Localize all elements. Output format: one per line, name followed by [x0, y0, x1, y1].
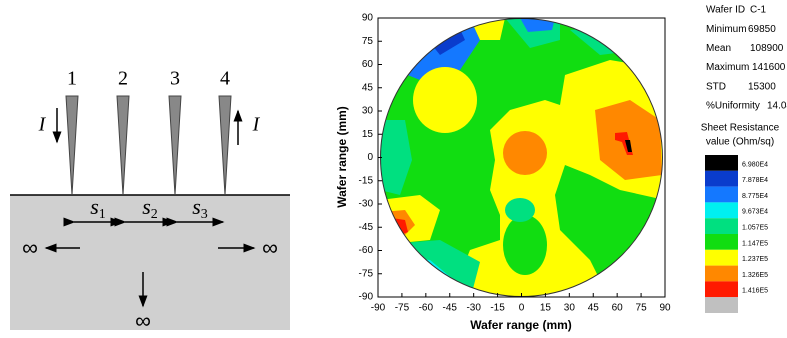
stat-label: Minimum [706, 24, 747, 35]
x-tick-label: -90 [371, 303, 386, 314]
legend-label: 1.416E5 [742, 288, 768, 295]
legend-swatch [705, 249, 738, 266]
legend-swatch [705, 170, 738, 187]
x-tick-label: 15 [540, 303, 552, 314]
contour-region [503, 131, 547, 175]
probe [116, 95, 130, 196]
contour-region [380, 265, 440, 297]
y-tick-label: 15 [362, 129, 374, 140]
y-tick-label: -30 [359, 199, 374, 210]
contour-region [505, 198, 535, 222]
legend-title: value (Ohm/sq) [706, 137, 774, 148]
x-tick-label: 0 [519, 303, 525, 314]
contour-region [625, 140, 632, 152]
y-tick-label: -60 [359, 245, 374, 256]
axes: -90 -75 -60 -45 -30 -15 0 15 30 45 60 75 90 -90 -75 -60… [359, 13, 671, 314]
x-tick-label: 90 [659, 303, 671, 314]
contour-region [520, 18, 555, 32]
x-tick-label: 30 [564, 303, 576, 314]
legend-swatch [705, 155, 738, 171]
stat-value: 14.04 [767, 101, 787, 112]
infinity: ∞ [262, 235, 278, 260]
y-axis-label: Wafer range (mm) [335, 106, 349, 208]
x-axis-label: Wafer range (mm) [470, 318, 572, 332]
wafer-map [380, 18, 663, 297]
legend-swatch [705, 234, 738, 250]
y-tick-label: -90 [359, 292, 374, 303]
current-label: I [252, 114, 261, 136]
contour-region [380, 120, 412, 195]
contour-region [503, 215, 547, 275]
x-tick-label: 45 [588, 303, 600, 314]
legend-label: 1.326E5 [742, 272, 768, 279]
y-tick-label: -45 [359, 222, 374, 233]
legend-label: 6.980E4 [742, 161, 768, 168]
stat-value: 141600 [752, 62, 786, 73]
current-label: I [38, 114, 47, 136]
legend-swatch [705, 186, 738, 203]
legend-swatch [705, 265, 738, 282]
stat-value: 108900 [750, 43, 784, 54]
y-tick-label: 75 [362, 36, 374, 47]
legend-label: 1.237E5 [742, 256, 768, 263]
y-tick-label: 0 [367, 152, 373, 163]
stat-label: Maximum [706, 62, 749, 73]
legend-swatch [705, 281, 738, 298]
legend-label: 1.147E5 [742, 240, 768, 247]
stat-label: Wafer ID [706, 5, 745, 16]
stat-label: %Uniformity [706, 101, 760, 112]
spacing-label: s1 [90, 194, 106, 222]
stat-label: Mean [706, 43, 731, 54]
probe-number: 4 [220, 68, 230, 90]
legend-title: Sheet Resistance [701, 123, 780, 134]
legend-label: 7.878E4 [742, 177, 768, 184]
probe [218, 95, 232, 196]
x-tick-label: -45 [443, 303, 458, 314]
x-tick-label: -15 [490, 303, 505, 314]
x-tick-label: -60 [419, 303, 434, 314]
legend-swatch [705, 202, 738, 219]
probe [65, 95, 79, 196]
legend-swatch [705, 218, 738, 234]
y-tick-label: 60 [362, 59, 374, 70]
y-tick-label: 30 [362, 106, 374, 117]
y-tick-label: -15 [359, 175, 374, 186]
probe-diagram: 1 2 3 4 I I s1 s2 s3 ∞ ∞ ∞ [10, 68, 290, 333]
legend-swatch [705, 297, 738, 313]
legend-label: 1.057E5 [742, 225, 768, 232]
y-tick-label: 45 [362, 82, 374, 93]
legend-label: 9.673E4 [742, 209, 768, 216]
y-tick-label: 90 [362, 13, 374, 24]
x-tick-label: -75 [395, 303, 410, 314]
x-tick-label: 75 [636, 303, 648, 314]
stat-value: C-1 [750, 5, 767, 16]
x-tick-label: -30 [466, 303, 481, 314]
probe-number: 3 [170, 68, 180, 90]
stat-value: 69850 [748, 24, 776, 35]
x-tick-label: 60 [612, 303, 624, 314]
infinity: ∞ [22, 235, 38, 260]
infinity: ∞ [135, 308, 151, 333]
legend-label: 8.775E4 [742, 193, 768, 200]
y-tick-label: -75 [359, 268, 374, 279]
probe-number: 1 [67, 68, 77, 90]
stat-value: 15300 [748, 81, 776, 92]
spacing-label: s3 [192, 194, 208, 222]
probe-number: 2 [118, 68, 128, 90]
stat-label: STD [706, 81, 726, 92]
legend: 6.980E4 7.878E4 8.775E4 9.673E4 1.057E5 1.147… [705, 155, 768, 313]
probe [168, 95, 182, 196]
spacing-label: s2 [142, 194, 158, 222]
contour-region [413, 67, 477, 133]
